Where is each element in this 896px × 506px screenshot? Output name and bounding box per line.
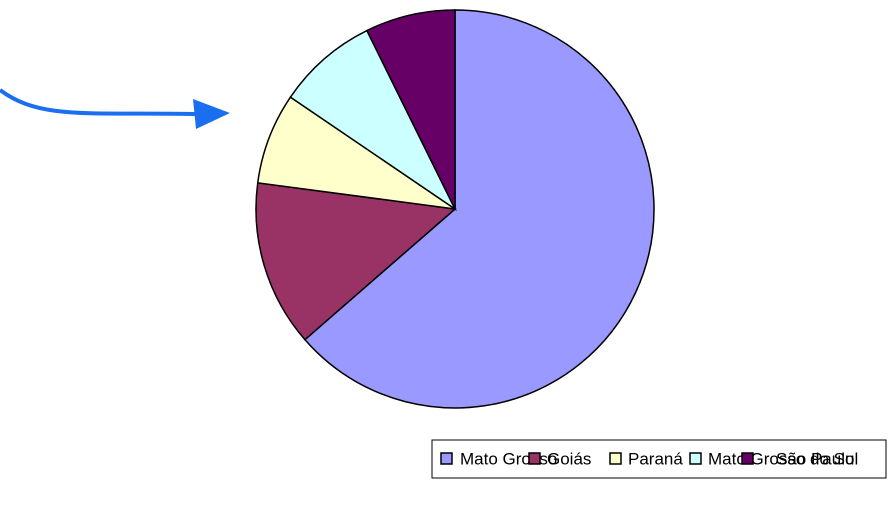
legend-swatch [741,452,754,465]
pie-slice [289,29,457,212]
legend-label: Paraná [628,449,683,468]
legend-swatch [689,452,702,465]
arrow-head [193,99,230,129]
annotation-arrow [0,88,196,116]
legend-swatch [609,452,622,465]
legend-swatch [440,452,453,465]
legend-label: São Paulo [776,449,854,468]
legend-label: Goiás [547,449,591,468]
pie-slice [255,181,457,341]
legend-label: Mato Grosso [460,449,557,468]
legend-swatch [528,452,541,465]
pie-slice [303,9,655,409]
legend-box [431,439,887,479]
pie-slice [365,9,456,210]
